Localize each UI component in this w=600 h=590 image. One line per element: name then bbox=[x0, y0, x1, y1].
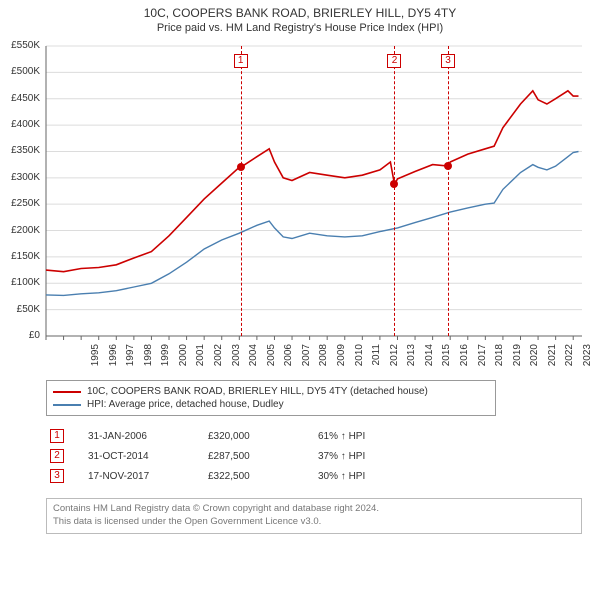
x-tick-label: 2014 bbox=[424, 344, 435, 384]
y-tick-label: £250K bbox=[0, 198, 40, 209]
x-tick-label: 2019 bbox=[512, 344, 523, 384]
y-tick-label: £400K bbox=[0, 119, 40, 130]
tx-price: £322,500 bbox=[208, 471, 318, 482]
x-tick-label: 2001 bbox=[195, 344, 206, 384]
table-row: 2 31-OCT-2014£287,50037% ↑ HPI bbox=[50, 446, 438, 466]
x-tick-label: 2000 bbox=[178, 344, 189, 384]
tx-num: 3 bbox=[50, 469, 64, 483]
x-tick-label: 2015 bbox=[441, 344, 452, 384]
tx-pct: 37% ↑ HPI bbox=[318, 451, 438, 462]
tx-price: £287,500 bbox=[208, 451, 318, 462]
transaction-dot-1 bbox=[237, 163, 245, 171]
x-tick-label: 2011 bbox=[371, 344, 382, 384]
table-row: 1 31-JAN-2006£320,00061% ↑ HPI bbox=[50, 426, 438, 446]
x-tick-label: 2012 bbox=[389, 344, 400, 384]
figure: 10C, COOPERS BANK ROAD, BRIERLEY HILL, D… bbox=[0, 0, 600, 590]
transaction-vline bbox=[448, 46, 449, 336]
y-tick-label: £100K bbox=[0, 277, 40, 288]
legend-item: 10C, COOPERS BANK ROAD, BRIERLEY HILL, D… bbox=[53, 385, 489, 398]
x-tick-label: 2002 bbox=[213, 344, 224, 384]
x-tick-label: 2006 bbox=[283, 344, 294, 384]
transaction-marker-1: 1 bbox=[234, 54, 248, 68]
x-tick-label: 2017 bbox=[477, 344, 488, 384]
legend-label: HPI: Average price, detached house, Dudl… bbox=[87, 399, 284, 410]
tx-date: 31-OCT-2014 bbox=[88, 451, 208, 462]
x-tick-label: 1999 bbox=[160, 344, 171, 384]
x-tick-label: 2016 bbox=[459, 344, 470, 384]
x-tick-label: 2013 bbox=[406, 344, 417, 384]
legend-label: 10C, COOPERS BANK ROAD, BRIERLEY HILL, D… bbox=[87, 386, 428, 397]
x-tick-label: 2005 bbox=[266, 344, 277, 384]
y-tick-label: £500K bbox=[0, 66, 40, 77]
legend-item: HPI: Average price, detached house, Dudl… bbox=[53, 398, 489, 411]
transaction-vline bbox=[394, 46, 395, 336]
chart-subtitle: Price paid vs. HM Land Registry's House … bbox=[0, 20, 600, 34]
x-tick-label: 2022 bbox=[564, 344, 575, 384]
y-tick-label: £150K bbox=[0, 251, 40, 262]
legend: 10C, COOPERS BANK ROAD, BRIERLEY HILL, D… bbox=[46, 380, 496, 416]
x-tick-label: 1997 bbox=[125, 344, 136, 384]
x-tick-label: 2009 bbox=[336, 344, 347, 384]
x-tick-label: 2004 bbox=[248, 344, 259, 384]
y-tick-label: £550K bbox=[0, 40, 40, 51]
y-tick-label: £450K bbox=[0, 93, 40, 104]
y-tick-label: £200K bbox=[0, 225, 40, 236]
table-row: 3 17-NOV-2017£322,50030% ↑ HPI bbox=[50, 466, 438, 486]
x-tick-label: 2007 bbox=[301, 344, 312, 384]
footer-line1: Contains HM Land Registry data © Crown c… bbox=[53, 503, 575, 516]
legend-swatch bbox=[53, 404, 81, 406]
tx-price: £320,000 bbox=[208, 431, 318, 442]
chart-title: 10C, COOPERS BANK ROAD, BRIERLEY HILL, D… bbox=[0, 0, 600, 20]
transaction-table: 1 31-JAN-2006£320,00061% ↑ HPI 2 31-OCT-201… bbox=[50, 426, 438, 486]
tx-pct: 30% ↑ HPI bbox=[318, 471, 438, 482]
transaction-vline bbox=[241, 46, 242, 336]
transaction-marker-2: 2 bbox=[387, 54, 401, 68]
tx-num: 2 bbox=[50, 449, 64, 463]
y-tick-label: £50K bbox=[0, 304, 40, 315]
transaction-marker-3: 3 bbox=[441, 54, 455, 68]
tx-date: 31-JAN-2006 bbox=[88, 431, 208, 442]
x-tick-label: 2010 bbox=[354, 344, 365, 384]
x-tick-label: 2020 bbox=[529, 344, 540, 384]
y-tick-label: £350K bbox=[0, 145, 40, 156]
footer-line2: This data is licensed under the Open Gov… bbox=[53, 516, 575, 529]
x-tick-label: 1995 bbox=[90, 344, 101, 384]
tx-date: 17-NOV-2017 bbox=[88, 471, 208, 482]
tx-pct: 61% ↑ HPI bbox=[318, 431, 438, 442]
x-tick-label: 2023 bbox=[582, 344, 593, 384]
tx-num: 1 bbox=[50, 429, 64, 443]
plot-area bbox=[46, 46, 582, 336]
y-tick-label: £0 bbox=[0, 330, 40, 341]
x-tick-label: 2021 bbox=[547, 344, 558, 384]
x-tick-label: 1996 bbox=[108, 344, 119, 384]
legend-swatch bbox=[53, 391, 81, 393]
x-tick-label: 2008 bbox=[318, 344, 329, 384]
transaction-dot-3 bbox=[444, 162, 452, 170]
line-series bbox=[46, 46, 582, 336]
x-tick-label: 2018 bbox=[494, 344, 505, 384]
footer-attribution: Contains HM Land Registry data © Crown c… bbox=[46, 498, 582, 534]
x-tick-label: 1998 bbox=[143, 344, 154, 384]
x-tick-label: 2003 bbox=[231, 344, 242, 384]
transaction-dot-2 bbox=[390, 180, 398, 188]
y-tick-label: £300K bbox=[0, 172, 40, 183]
